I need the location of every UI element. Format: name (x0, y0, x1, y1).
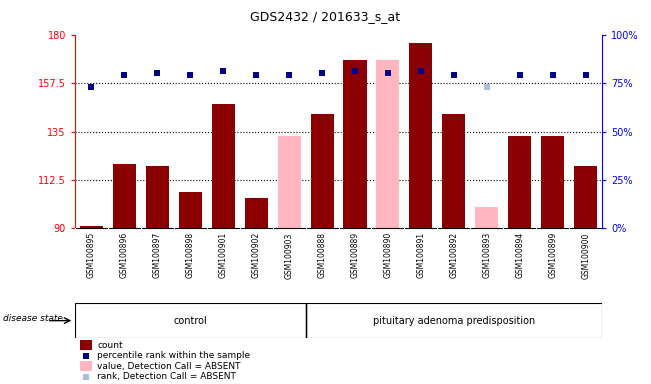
Text: GSM100890: GSM100890 (383, 232, 393, 278)
Bar (212, 104, 235, 228)
Bar (574, 166, 597, 228)
Bar (80, 340, 92, 350)
Text: rank, Detection Call = ABSENT: rank, Detection Call = ABSENT (97, 372, 236, 381)
Text: GSM100898: GSM100898 (186, 232, 195, 278)
Text: disease state: disease state (3, 314, 63, 323)
Bar (344, 60, 367, 228)
Bar (508, 136, 531, 228)
Text: count: count (97, 341, 122, 349)
Bar (305, 303, 602, 338)
Text: GSM100899: GSM100899 (548, 232, 557, 278)
Text: GSM100894: GSM100894 (516, 232, 524, 278)
Text: GSM100888: GSM100888 (318, 232, 327, 278)
Bar (75, 303, 305, 338)
Bar (80, 226, 103, 228)
Bar (376, 60, 400, 228)
Text: percentile rank within the sample: percentile rank within the sample (97, 351, 250, 360)
Text: GSM100889: GSM100889 (350, 232, 359, 278)
Text: control: control (173, 316, 207, 326)
Text: value, Detection Call = ABSENT: value, Detection Call = ABSENT (97, 362, 240, 371)
Text: GSM100901: GSM100901 (219, 232, 228, 278)
Bar (245, 198, 268, 228)
Text: GSM100903: GSM100903 (284, 232, 294, 278)
Bar (311, 114, 333, 228)
Text: GSM100902: GSM100902 (252, 232, 260, 278)
Bar (178, 192, 202, 228)
Bar (442, 114, 465, 228)
Text: GSM100895: GSM100895 (87, 232, 96, 278)
Bar (277, 136, 301, 228)
Bar (475, 207, 499, 228)
Bar (113, 164, 136, 228)
Text: GSM100896: GSM100896 (120, 232, 129, 278)
Text: GSM100891: GSM100891 (417, 232, 425, 278)
Text: GSM100893: GSM100893 (482, 232, 492, 278)
Bar (80, 361, 92, 371)
Text: GDS2432 / 201633_s_at: GDS2432 / 201633_s_at (251, 10, 400, 23)
Text: GSM100892: GSM100892 (449, 232, 458, 278)
Bar (409, 43, 432, 228)
Text: GSM100897: GSM100897 (153, 232, 161, 278)
Text: GSM100900: GSM100900 (581, 232, 590, 278)
Bar (146, 166, 169, 228)
Bar (541, 136, 564, 228)
Text: pituitary adenoma predisposition: pituitary adenoma predisposition (373, 316, 535, 326)
